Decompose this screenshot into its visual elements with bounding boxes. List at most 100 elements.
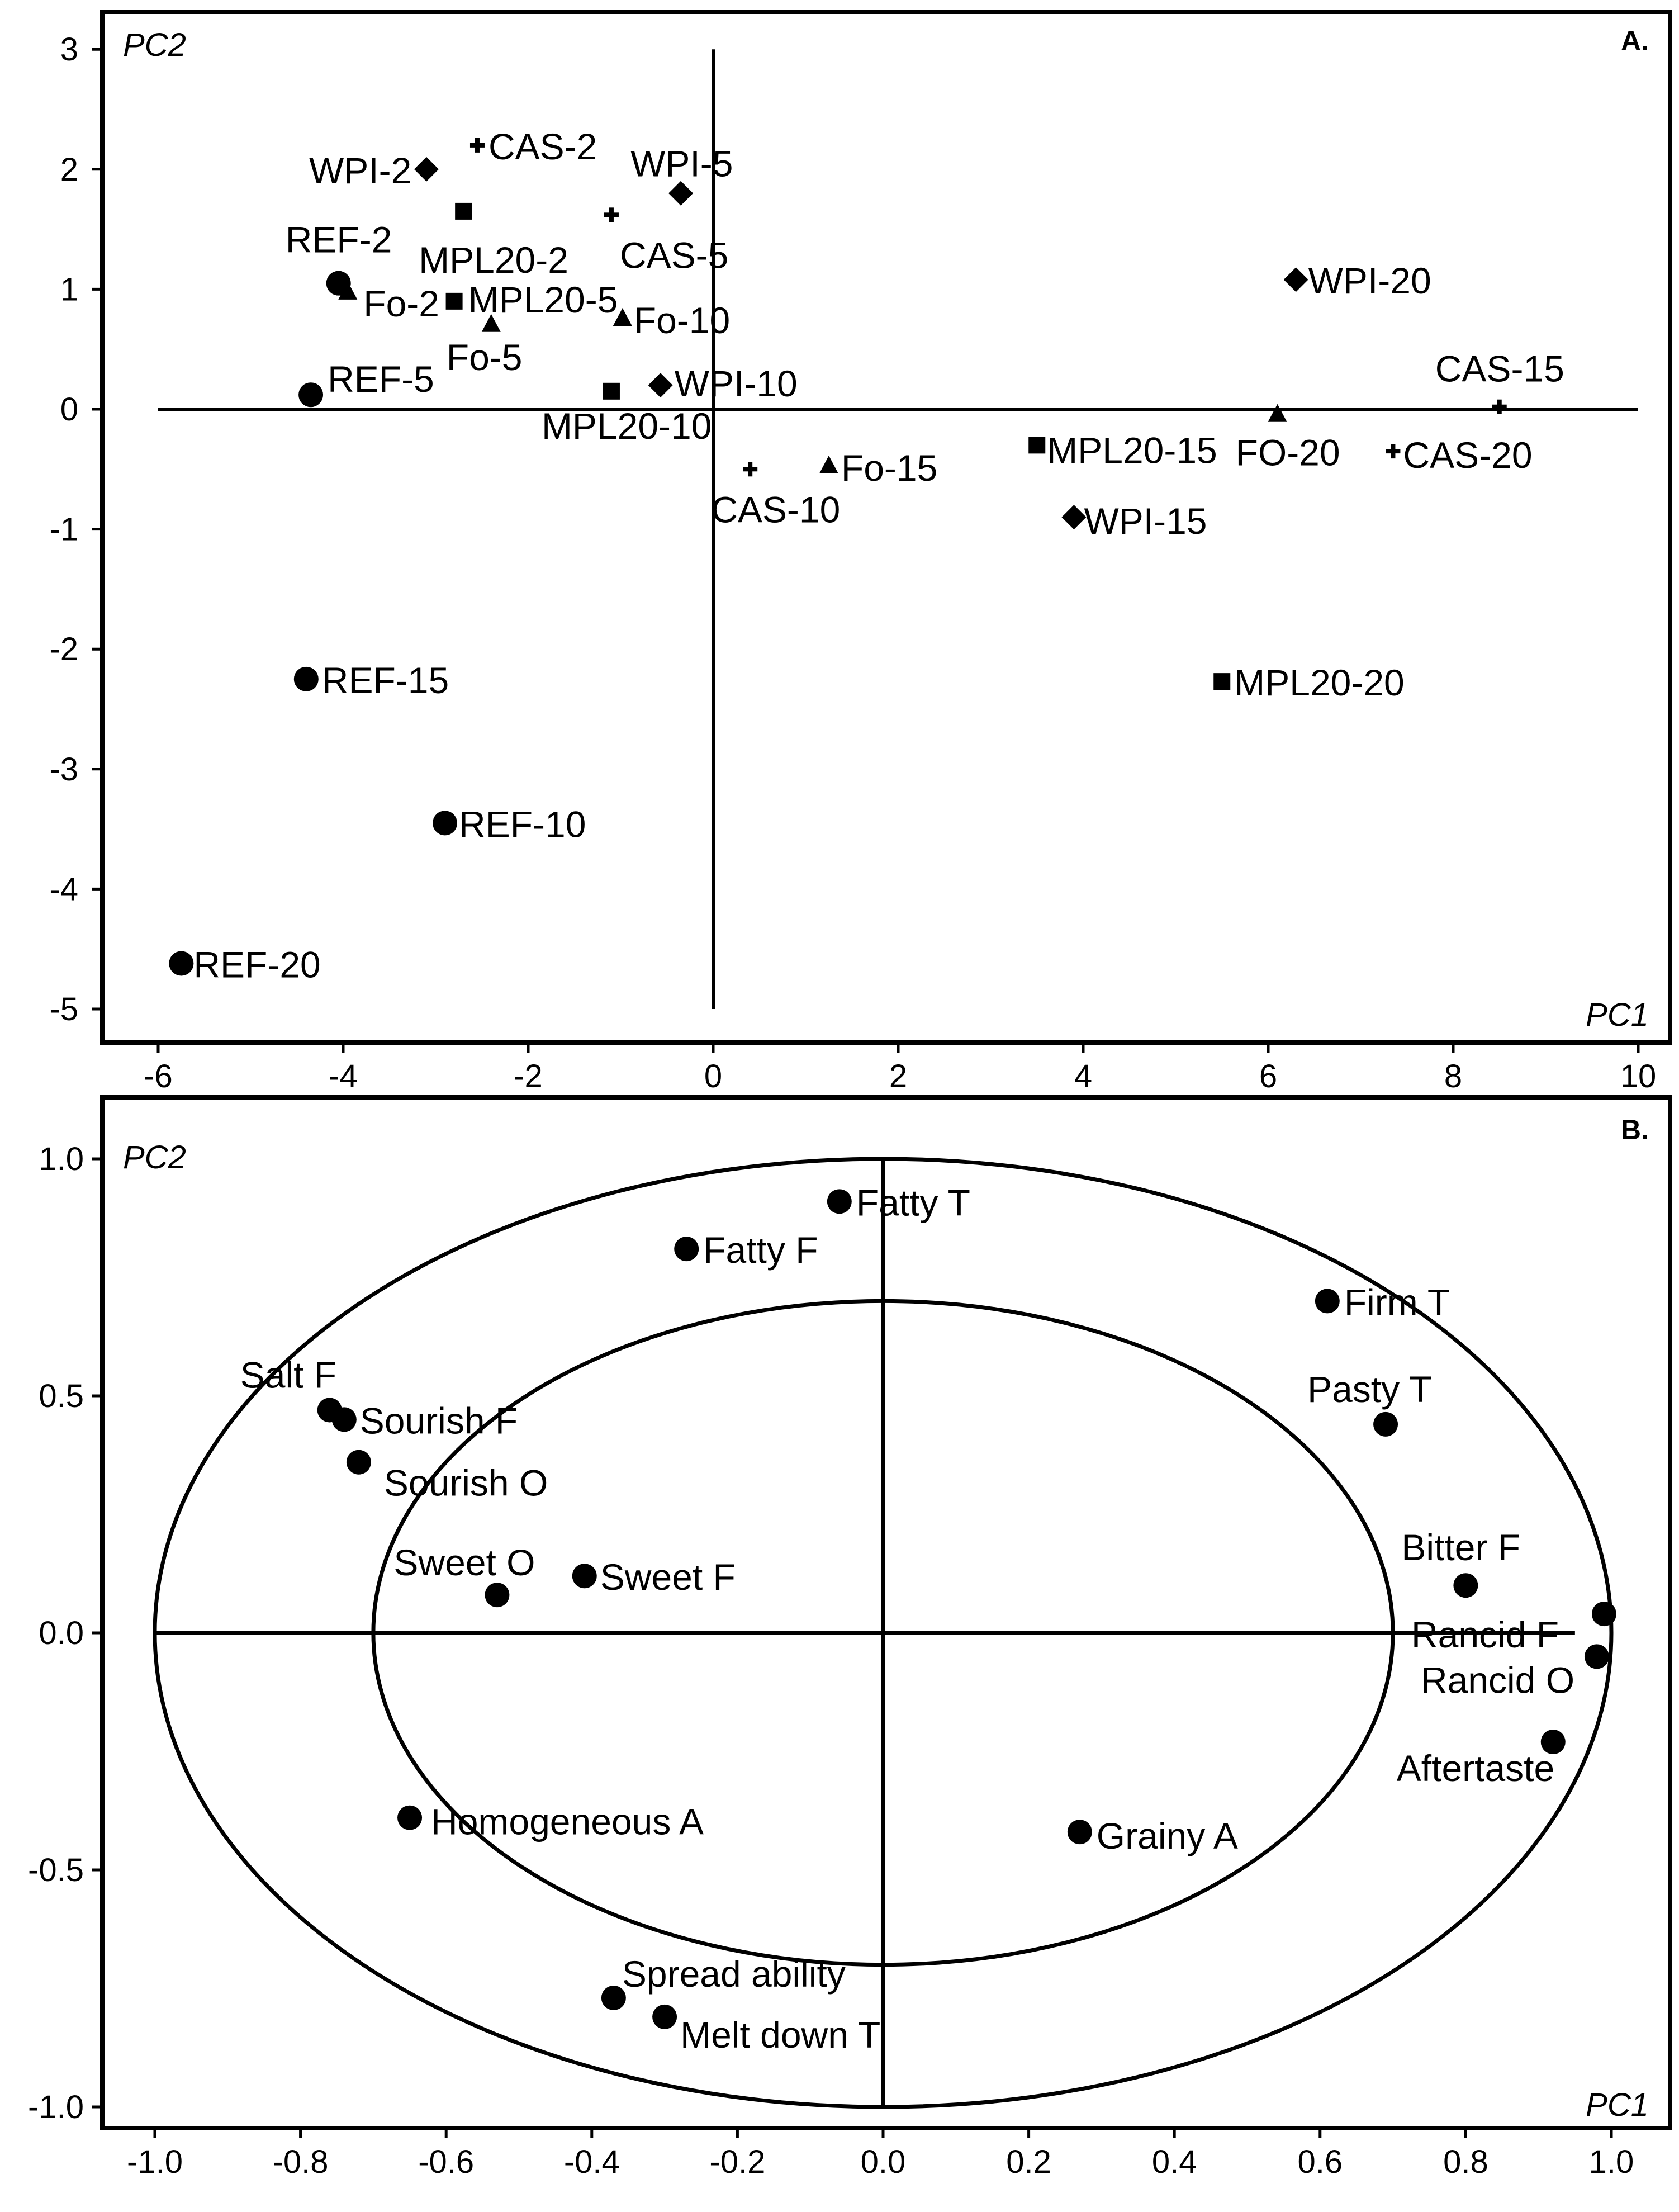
panel-b-x-tick-label: -0.4: [564, 2144, 620, 2180]
panel-b-x-tick-label: 0.8: [1443, 2144, 1488, 2180]
panel-a-label-mpl20-15: MPL20-15: [1047, 429, 1217, 471]
panel-a-label-mpl20-20: MPL20-20: [1234, 662, 1405, 703]
panel-a-label-fo-2: Fo-2: [363, 283, 439, 324]
panel-a-label-wpi-10: WPI-10: [675, 363, 798, 404]
panel-b-label-fatty-f: Fatty F: [703, 1229, 818, 1271]
panel-b-y-tick-label: 0.0: [39, 1615, 84, 1651]
panel-a-label-cas-15: CAS-15: [1435, 348, 1564, 390]
panel-a-x-ticks: -6 -4 -2 0 2 4 6 8 10: [144, 1043, 1656, 1095]
panel-a-marker-mpl20-2: [455, 202, 472, 220]
panel-b-marker-grainy-a: [1067, 1820, 1092, 1845]
panel-b-label-sourish-f: Sourish F: [360, 1400, 518, 1441]
panel-b-x-tick-label: -0.2: [709, 2144, 765, 2180]
panel-b-marker-firm-t: [1315, 1289, 1340, 1314]
panel-a-label-fo-5: Fo-5: [447, 337, 523, 378]
panel-a-y-tick-label: -5: [49, 991, 78, 1027]
panel-a-letter: A.: [1621, 25, 1649, 56]
panel-a-label-ref-15: REF-15: [322, 660, 449, 701]
panel-a-y-tick-label: -1: [49, 511, 78, 548]
panel-b-x-tick-label: -1.0: [127, 2144, 183, 2180]
panel-b-x-tick-label: -0.8: [273, 2144, 329, 2180]
panel-a-marker-cas-15: [1492, 399, 1507, 414]
panel-a-label-wpi-5: WPI-5: [630, 143, 733, 184]
panel-a-marker-ref-10: [433, 811, 458, 836]
panel-a-x-tick-label: 4: [1074, 1058, 1092, 1095]
panel-a-y-tick-label: 1: [60, 271, 78, 307]
panel-a-label-ref-20: REF-20: [193, 944, 320, 985]
panel-a-y-tick-label: 2: [60, 151, 78, 188]
panel-a-x-tick-label: 6: [1259, 1058, 1277, 1095]
panel-a-label-mpl20-10: MPL20-10: [542, 405, 712, 447]
panel-b-label-rancid-o: Rancid O: [1421, 1659, 1574, 1701]
panel-a-marker-cas-10: [743, 462, 758, 477]
panel-a-marker-wpi-10: [648, 373, 673, 398]
panel-a-x-tick-label: 2: [889, 1058, 907, 1095]
panel-a-label-cas-10: CAS-10: [711, 489, 840, 530]
panel-a-x-tick-label: -4: [329, 1058, 358, 1095]
panel-b-y-tick-label: -0.5: [28, 1852, 84, 1888]
panel-b-marker-rancid-f: [1591, 1602, 1616, 1627]
panel-a-marker-fo-20: [1268, 404, 1287, 422]
panel-b-x-axis-label: PC1: [1586, 2087, 1649, 2123]
panel-a-label-ref-2: REF-2: [286, 219, 392, 260]
panel-b-label-firm-t: Firm T: [1344, 1281, 1450, 1323]
panel-a-x-tick-label: 8: [1444, 1058, 1462, 1095]
panel-a-marker-wpi-15: [1061, 505, 1087, 530]
panel-a-label-fo-20: FO-20: [1236, 432, 1340, 473]
panel-a-label-wpi-15: WPI-15: [1084, 500, 1207, 542]
panel-a-label-wpi-20: WPI-20: [1308, 260, 1431, 301]
panel-b-loading-plot: -1.0 -0.8 -0.6 -0.4 -0.2 0.0 0.2 0.4 0.6 0.8 1.0 -…: [28, 1095, 1672, 2180]
panel-a-marker-mpl20-20: [1213, 673, 1231, 690]
panel-a-marker-cas-2: [469, 138, 485, 153]
panel-a-y-tick-label: 3: [60, 31, 78, 68]
panel-a-marker-wpi-5: [668, 181, 694, 206]
panel-b-marker-sweet-o: [485, 1583, 510, 1608]
panel-a-marker-cas-5: [604, 207, 619, 222]
panel-b-x-tick-label: 0.6: [1297, 2144, 1343, 2180]
panel-a-label-wpi-2: WPI-2: [309, 150, 411, 191]
panel-b-marker-fatty-f: [674, 1237, 699, 1262]
panel-b-label-spread-ability: Spread ability: [622, 1953, 846, 1995]
panel-a-frame: [100, 10, 1672, 1045]
panel-a-marker-wpi-20: [1283, 267, 1308, 292]
panel-a-x-tick-label: -2: [514, 1058, 543, 1095]
panel-b-x-tick-label: 1.0: [1589, 2144, 1634, 2180]
panel-b-label-fatty-t: Fatty T: [856, 1182, 970, 1223]
panel-b-marker-sweet-f: [572, 1564, 597, 1589]
panel-b-y-tick-label: 0.5: [39, 1378, 84, 1414]
panel-a-y-axis-label: PC2: [123, 27, 186, 63]
panel-a-x-tick-label: -6: [144, 1058, 173, 1095]
panel-a-label-ref-5: REF-5: [328, 358, 434, 400]
panel-a-label-cas-2: CAS-2: [488, 126, 597, 167]
panel-a-marker-mpl20-5: [445, 292, 463, 310]
panel-b-label-aftertaste: Aftertaste: [1397, 1747, 1554, 1789]
panel-a-score-plot: -6 -4 -2 0 2 4 6 8 10 -5 -4 -3 -2 -1 0 1 2 3 WPI-2 CAS-2 M…: [49, 10, 1672, 1095]
panel-b-marker-melt-down-t: [652, 2004, 677, 2029]
panel-b-label-rancid-f: Rancid F: [1411, 1614, 1559, 1655]
panel-b-y-axis-label: PC2: [123, 1139, 186, 1176]
panel-a-marker-mpl20-10: [603, 382, 620, 400]
panel-a-x-tick-label: 10: [1620, 1058, 1657, 1095]
panel-a-label-mpl20-5: MPL20-5: [468, 279, 618, 320]
panel-a-label-mpl20-2: MPL20-2: [419, 239, 568, 281]
panel-b-marker-fatty-t: [827, 1189, 852, 1214]
panel-b-marker-rancid-o: [1584, 1644, 1609, 1669]
panel-a-marker-wpi-2: [414, 157, 439, 182]
panel-b-label-homogeneous-a: Homogeneous A: [431, 1801, 704, 1842]
panel-a-x-axis-label: PC1: [1586, 997, 1649, 1033]
panel-b-points: Fatty T Fatty F Firm T Salt F Sourish F Pasty…: [240, 1182, 1616, 2055]
panel-a-y-ticks: -5 -4 -3 -2 -1 0 1 2 3: [49, 31, 102, 1027]
panel-a-marker-fo-2: [338, 281, 358, 300]
panel-b-letter: B.: [1621, 1114, 1649, 1145]
panel-a-label-fo-15: Fo-15: [841, 447, 937, 489]
panel-b-label-sweet-o: Sweet O: [393, 1542, 535, 1583]
panel-a-y-tick-label: -3: [49, 751, 78, 788]
panel-b-frame: [100, 1095, 1672, 2130]
panel-a-label-ref-10: REF-10: [459, 803, 586, 845]
panel-a-y-tick-label: 0: [60, 391, 78, 428]
panel-b-x-tick-label: 0.2: [1006, 2144, 1051, 2180]
panel-b-label-salt-f: Salt F: [240, 1354, 336, 1395]
panel-b-label-sweet-f: Sweet F: [600, 1556, 736, 1598]
panel-b-y-tick-label: -1.0: [28, 2089, 84, 2125]
